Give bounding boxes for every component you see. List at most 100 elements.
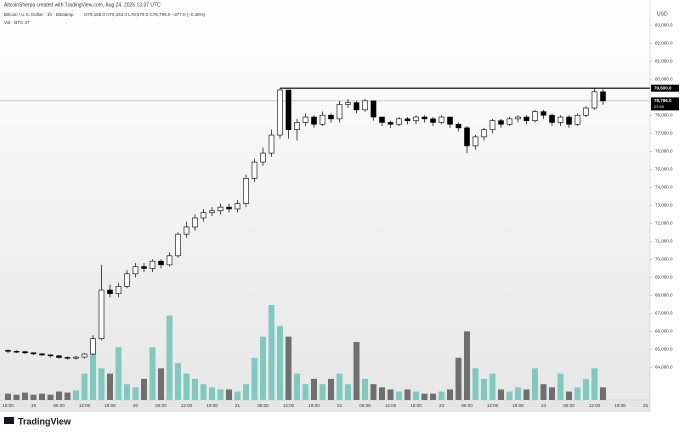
candle-body xyxy=(396,118,402,125)
volume-bar xyxy=(421,393,428,400)
candle-body xyxy=(90,338,96,355)
volume-bar xyxy=(591,368,598,400)
candle-body xyxy=(362,100,368,111)
volume-bar xyxy=(234,391,241,400)
candle-body xyxy=(421,116,428,120)
candle-body xyxy=(353,102,360,111)
volume-bar xyxy=(260,336,266,400)
x-tick-label: 06:00 xyxy=(257,403,269,408)
candle-body xyxy=(481,129,487,138)
candle-body xyxy=(209,210,215,213)
volume-bar xyxy=(183,373,190,400)
candle-body xyxy=(489,120,496,130)
candle-body xyxy=(557,116,564,123)
candle-body xyxy=(336,104,343,120)
y-tick-label: 73,000.0 xyxy=(655,203,673,208)
candle-body xyxy=(328,114,334,120)
candle-body xyxy=(464,127,470,147)
currency: USD xyxy=(657,11,668,17)
candle-body xyxy=(200,212,207,219)
x-tick-label: 18:00 xyxy=(614,403,626,408)
volume-bar xyxy=(396,391,402,400)
candle-body xyxy=(64,357,71,359)
volume-bar xyxy=(362,378,368,400)
volume-bar xyxy=(404,389,411,400)
volume-bar xyxy=(13,394,20,400)
candle-body xyxy=(379,116,385,123)
y-tick-label: 74,000.0 xyxy=(655,185,673,190)
candle-body xyxy=(472,136,479,147)
x-tick-label: 24 xyxy=(541,403,547,408)
y-tick-label: 77,000.0 xyxy=(655,130,673,135)
y-tick-label: 69,000.0 xyxy=(655,275,673,280)
candle-body xyxy=(523,116,530,121)
y-tick-label: 70,000.0 xyxy=(655,257,673,262)
volume-bar xyxy=(285,336,292,400)
volume-bar xyxy=(319,384,326,400)
candle-body xyxy=(583,107,589,116)
candle-body xyxy=(285,89,292,130)
x-tick-label: 06:00 xyxy=(563,403,575,408)
x-tick-label: 06:00 xyxy=(53,403,65,408)
volume-bar xyxy=(472,368,479,400)
candle-body xyxy=(498,120,504,125)
volume-bar xyxy=(107,373,113,400)
candle-body xyxy=(158,260,164,266)
volume-bar xyxy=(311,378,317,400)
candle-body xyxy=(56,355,62,358)
volume-bar xyxy=(438,391,445,400)
candle-body xyxy=(243,178,249,204)
volume-bar xyxy=(98,368,105,400)
candle-body xyxy=(455,123,462,129)
candle-body xyxy=(268,134,275,154)
x-tick-label: 12:00 xyxy=(589,403,601,408)
volume-bar xyxy=(64,392,71,400)
candle-body xyxy=(124,273,130,287)
last-price-label: 78,796.0 xyxy=(654,98,672,103)
volume-bar xyxy=(226,389,232,400)
candle-body xyxy=(404,118,411,121)
y-tick-label: 71,000.0 xyxy=(655,239,673,244)
x-tick-label: 12:00 xyxy=(79,403,91,408)
volume-bar xyxy=(489,373,496,400)
volume-bar xyxy=(353,341,360,400)
volume-bar xyxy=(141,378,147,400)
candle-body xyxy=(549,114,555,123)
volume-bar xyxy=(251,357,258,400)
candle-body xyxy=(566,116,572,125)
volume-bar xyxy=(200,384,207,400)
candle-body xyxy=(73,356,79,359)
volume-bar xyxy=(345,384,351,400)
volume-bar xyxy=(515,387,521,400)
level-label: 79,500.0 xyxy=(654,85,672,90)
x-tick-label: 22 xyxy=(337,403,343,408)
y-tick-label: 75,000.0 xyxy=(655,166,673,171)
volume-bar xyxy=(73,390,79,400)
candle-body xyxy=(81,353,88,358)
candle-body xyxy=(226,206,232,210)
candle-body xyxy=(413,116,419,121)
volume-bar xyxy=(22,392,28,400)
candle-body xyxy=(47,354,54,357)
plot-background xyxy=(0,0,650,412)
y-tick-label: 80,000.0 xyxy=(655,76,673,81)
y-tick-label: 82,000.0 xyxy=(655,40,673,45)
volume-bar xyxy=(5,393,11,400)
candle-body xyxy=(39,353,45,356)
candle-body xyxy=(234,203,241,210)
candle-body xyxy=(166,255,173,266)
volume-bar xyxy=(328,378,334,400)
candle-body xyxy=(294,122,300,130)
candle-body xyxy=(574,114,581,125)
volume-bar xyxy=(39,393,45,400)
candle-body xyxy=(540,111,547,116)
volume-bar xyxy=(243,384,249,400)
candle-body xyxy=(532,111,538,121)
volume-bar xyxy=(294,373,300,400)
y-tick-label: 66,000.0 xyxy=(655,329,673,334)
volume-bar xyxy=(336,373,343,400)
candle-body xyxy=(141,266,147,269)
volume-bar xyxy=(124,384,130,400)
volume-bar xyxy=(566,391,572,400)
level-tag xyxy=(651,84,679,92)
